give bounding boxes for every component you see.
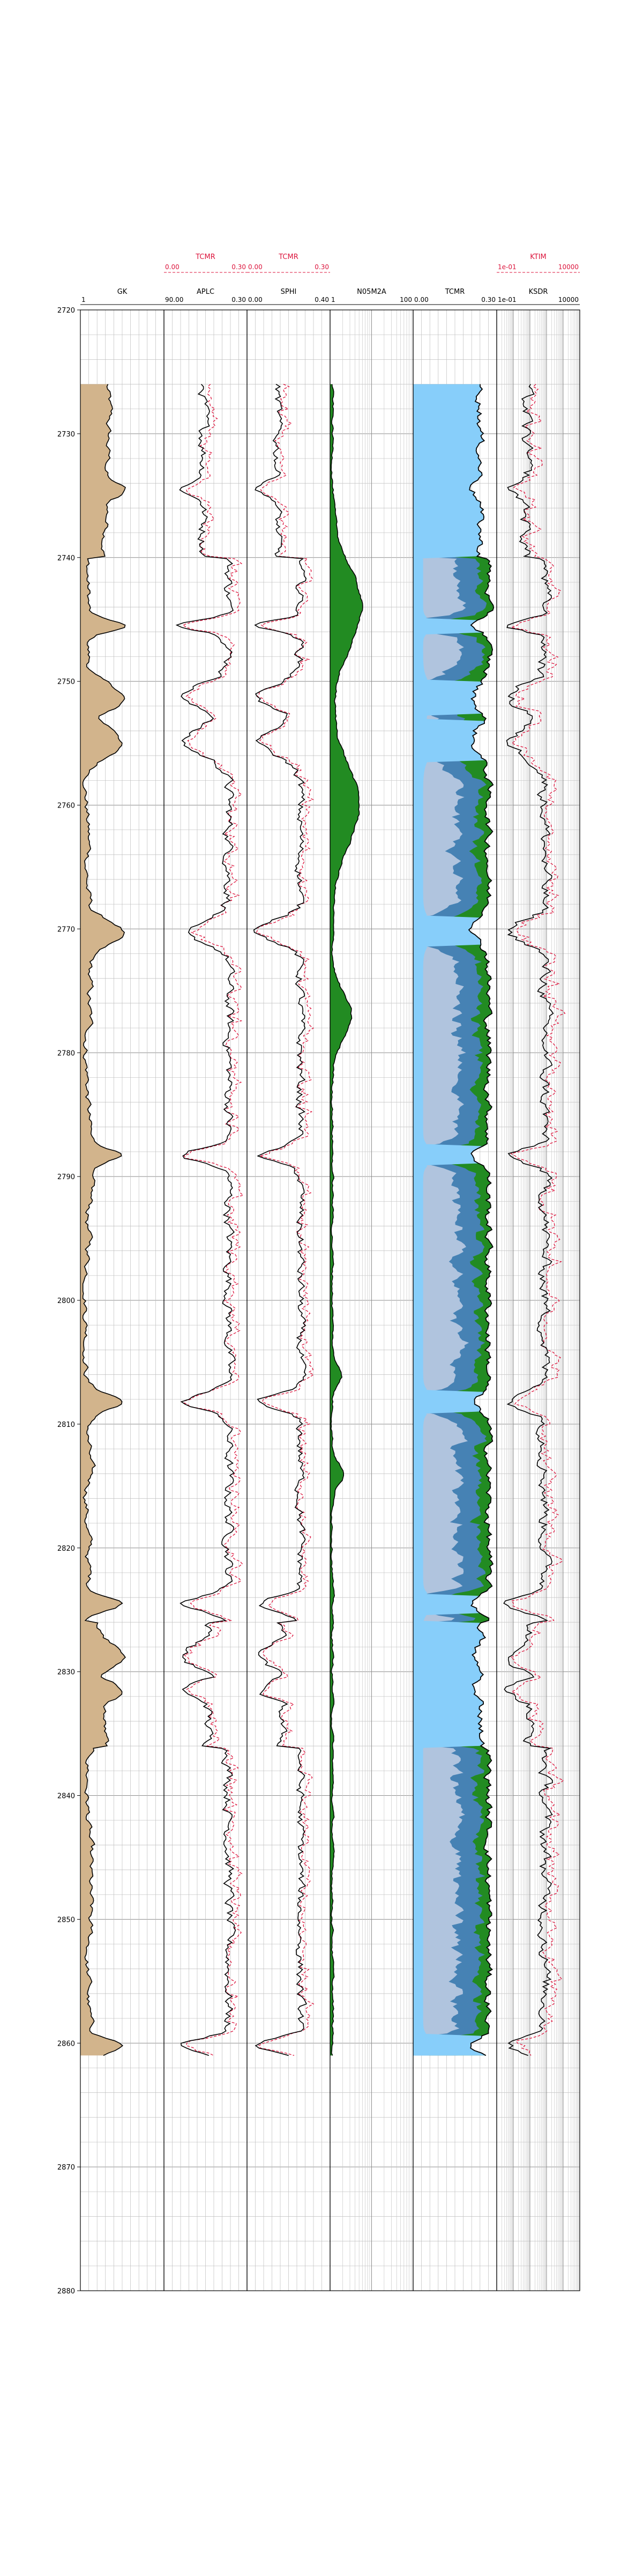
ktim-overlay-curve [510,384,566,2056]
track-label-aplc: APLC [197,288,214,296]
gr-sand-fill [80,384,125,2056]
track-min-gr: 1 [81,296,86,304]
fill-layer [80,384,494,2056]
track-min-sphi: 0.00 [248,296,263,304]
bound-fluid-fill [413,384,469,2056]
overlay-max-aplc: 0.30 [231,263,246,271]
sphi-curve [253,383,308,2056]
overlay-min-sphi: 0.00 [248,263,263,271]
depth-tick-label: 2770 [57,926,75,934]
track-min-tcmr: 0.00 [414,296,429,304]
tcmr-overlay-curve [256,383,315,2056]
depth-tick-label: 2850 [57,1916,75,1924]
depth-tick-label: 2730 [57,431,75,439]
depth-tick-label: 2800 [57,1297,75,1305]
ksdr-curve [503,384,554,2056]
depth-tick-label: 2720 [57,307,75,315]
depth-tick-label: 2860 [57,2040,75,2048]
tcmr-overlay-curve [180,384,244,2056]
overlay-max-ksdr: 10000 [558,263,579,271]
depth-tick-label: 2750 [57,678,75,686]
ratio-curve [330,384,363,2056]
depth-tick-label: 2880 [57,2288,75,2296]
track-max-aplc: 0.30 [231,296,246,304]
track-min-ksdr: 1e-01 [498,296,517,304]
overlay-label-aplc: TCMR [195,253,215,261]
tcmr-curve [468,384,495,2056]
track-label-tcmr: TCMR [445,288,465,296]
track-min-aplc: 90.00 [165,296,183,304]
track-label-sphi: SPHI [281,288,297,296]
tcmr-shale-fill [413,384,486,2056]
track-max-sphi: 0.40 [315,296,329,304]
track-max-ksdr: 10000 [558,296,579,304]
depth-tick-label: 2820 [57,1545,75,1553]
depth-tick-label: 2790 [57,1173,75,1181]
overlay-label-ksdr: KTIM [530,253,547,261]
track-max-ratio: 100 [400,296,412,304]
overlay-max-sphi: 0.30 [315,263,329,271]
track-label-gr: GK [117,288,128,296]
overlay-min-aplc: 0.00 [165,263,180,271]
gr-curve [82,384,126,2056]
depth-tick-label: 2760 [57,802,75,810]
depth-tick-label: 2810 [57,1421,75,1429]
track-label-ksdr: KSDR [529,288,548,296]
text-layer: 2720 2730 2740 2750 2760 2770 2780 2790 2800 2810… [57,253,579,2296]
depth-tick-label: 2780 [57,1049,75,1057]
track-max-tcmr: 0.30 [481,296,496,304]
aplc-curve [175,383,236,2056]
overlay-label-sphi: TCMR [278,253,298,261]
track-min-ratio: 1 [331,296,335,304]
track-label-ratio: N05M2A [357,288,386,296]
curve-layer [82,383,566,2056]
depth-tick-label: 2870 [57,2164,75,2172]
depth-tick-label: 2740 [57,554,75,562]
track-frame-ksdr [496,309,580,2291]
ratio-fill [330,384,363,2056]
overlay-min-ksdr: 1e-01 [498,263,517,271]
depth-tick-label: 2840 [57,1793,75,1801]
frame-layer [77,272,580,2291]
depth-tick-label: 2830 [57,1669,75,1677]
